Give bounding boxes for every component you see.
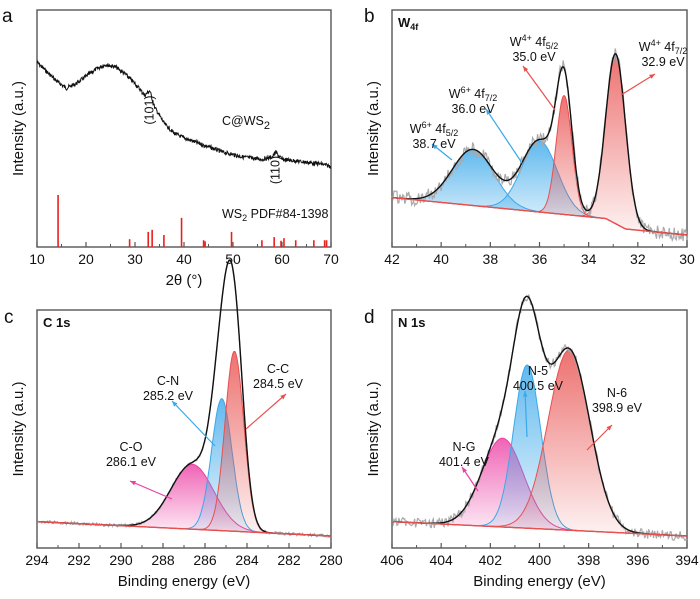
x-tick-label: 394 [675,552,699,568]
x-tick-label: 60 [274,251,290,267]
x-tick-label: 406 [380,552,404,568]
energy-label: 286.1 eV [106,455,157,469]
energy-label: 36.0 eV [451,102,495,116]
component-label: N-5 [528,364,548,378]
arrowhead [462,467,468,473]
panel-letter: c [4,307,14,328]
component-label: N-G [453,440,476,454]
y-axis-label: Intensity (a.u.) [365,381,382,476]
component-label: W4+ 4f7/2 [639,38,688,56]
fitted-envelope [391,52,688,236]
energy-label: 38.7 eV [412,137,456,151]
x-tick-label: 40 [176,251,192,267]
fitted-envelope [392,295,688,537]
background-line [391,196,688,236]
energy-label: 285.2 eV [143,389,194,403]
spectrum-title: N 1s [398,315,425,330]
annotation-arrow [129,480,173,500]
energy-label: 398.9 eV [592,401,643,415]
x-tick-label: 38 [483,251,499,267]
panel-letter: b [364,6,375,27]
component-peak [37,463,331,537]
x-tick-label: 30 [127,251,143,267]
x-axis-label: 2θ (°) [166,272,203,289]
component-label: C-O [120,440,143,454]
annotation-arrow [620,73,656,96]
component-label: W6+ 4f7/2 [449,85,498,103]
x-tick-label: 396 [626,552,650,568]
panel-d: 406 404 402 400 398 396 394 Intensity (a.u.) Bin… [364,294,699,590]
y-axis-label: Intensity (a.u.) [10,381,27,476]
arrowhead [486,109,492,115]
background-line [392,520,688,537]
energy-label: 284.5 eV [253,377,304,391]
panel-letter: a [2,6,13,27]
x-tick-label: 400 [528,552,552,568]
x-tick-label: 280 [319,552,343,568]
arrowhead [130,481,136,486]
x-tick-label: 34 [581,251,597,267]
component-label: C-C [267,362,289,376]
x-tick-label: 30 [679,251,695,267]
arrowhead [606,425,612,431]
x-tick-label: 50 [225,251,241,267]
component-label: C-N [157,374,179,388]
x-tick-label: 398 [577,552,601,568]
arrowhead [432,144,438,150]
x-tick-label: 282 [277,552,301,568]
annotation-arrow [171,400,216,447]
arrowhead [523,66,529,72]
component-label: W4+ 4f5/2 [510,33,559,51]
panel-letter: d [364,307,375,328]
y-axis-label: Intensity (a.u.) [10,81,27,176]
x-tick-label: 70 [323,251,339,267]
background-line [37,520,332,537]
reference-label: WS2 PDF#84-1398 [222,207,329,223]
panel-a: 10 20 30 40 50 60 70 Intensity (a.u.) 2θ (°) a C@W… [2,6,339,289]
panel-c: 294 292 290 288 286 284 282 280 Intensity (a.u.)… [4,258,343,590]
x-tick-label: 404 [429,552,453,568]
annotation-arrow [586,424,613,451]
peak-label: (110) [269,156,283,184]
arrowhead [649,74,655,79]
x-tick-label: 286 [193,552,217,568]
x-tick-label: 20 [78,251,94,267]
x-tick-label: 32 [630,251,646,267]
x-tick-label: 40 [433,251,449,267]
x-tick-label: 10 [29,251,45,267]
x-tick-label: 402 [479,552,503,568]
sample-label: C@WS2 [222,114,270,132]
x-tick-label: 36 [532,251,548,267]
arrowhead [280,394,286,400]
annotation-arrow [245,393,287,430]
annotation-arrow [524,390,528,438]
energy-label: 400.5 eV [513,379,564,393]
arrowhead [172,401,178,407]
spectrum-title: W4f [398,15,419,32]
y-axis-label: Intensity (a.u.) [365,81,382,176]
energy-label: 401.4 eV [439,455,490,469]
peak-label: (101) [143,95,157,124]
x-axis-label: Binding energy (eV) [473,573,606,590]
annotation-arrow [485,108,523,164]
component-label: N-6 [607,386,627,400]
annotation-arrow [522,65,556,111]
arrowhead [522,391,528,397]
xrd-curve [36,59,332,169]
panel-b: 42 40 38 36 34 32 30 Intensity (a.u.) b W4f W6+ 4f… [364,6,695,267]
x-tick-label: 288 [151,552,175,568]
x-tick-label: 290 [109,552,133,568]
spectrum-title: C 1s [43,315,70,330]
x-tick-label: 294 [25,552,49,568]
x-tick-label: 284 [235,552,259,568]
energy-label: 32.9 eV [641,55,685,69]
x-tick-label: 42 [384,251,400,267]
energy-label: 35.0 eV [512,50,556,64]
x-tick-label: 292 [67,552,91,568]
component-label: W6+ 4f5/2 [410,120,459,138]
x-axis-label: Binding energy (eV) [118,573,251,590]
